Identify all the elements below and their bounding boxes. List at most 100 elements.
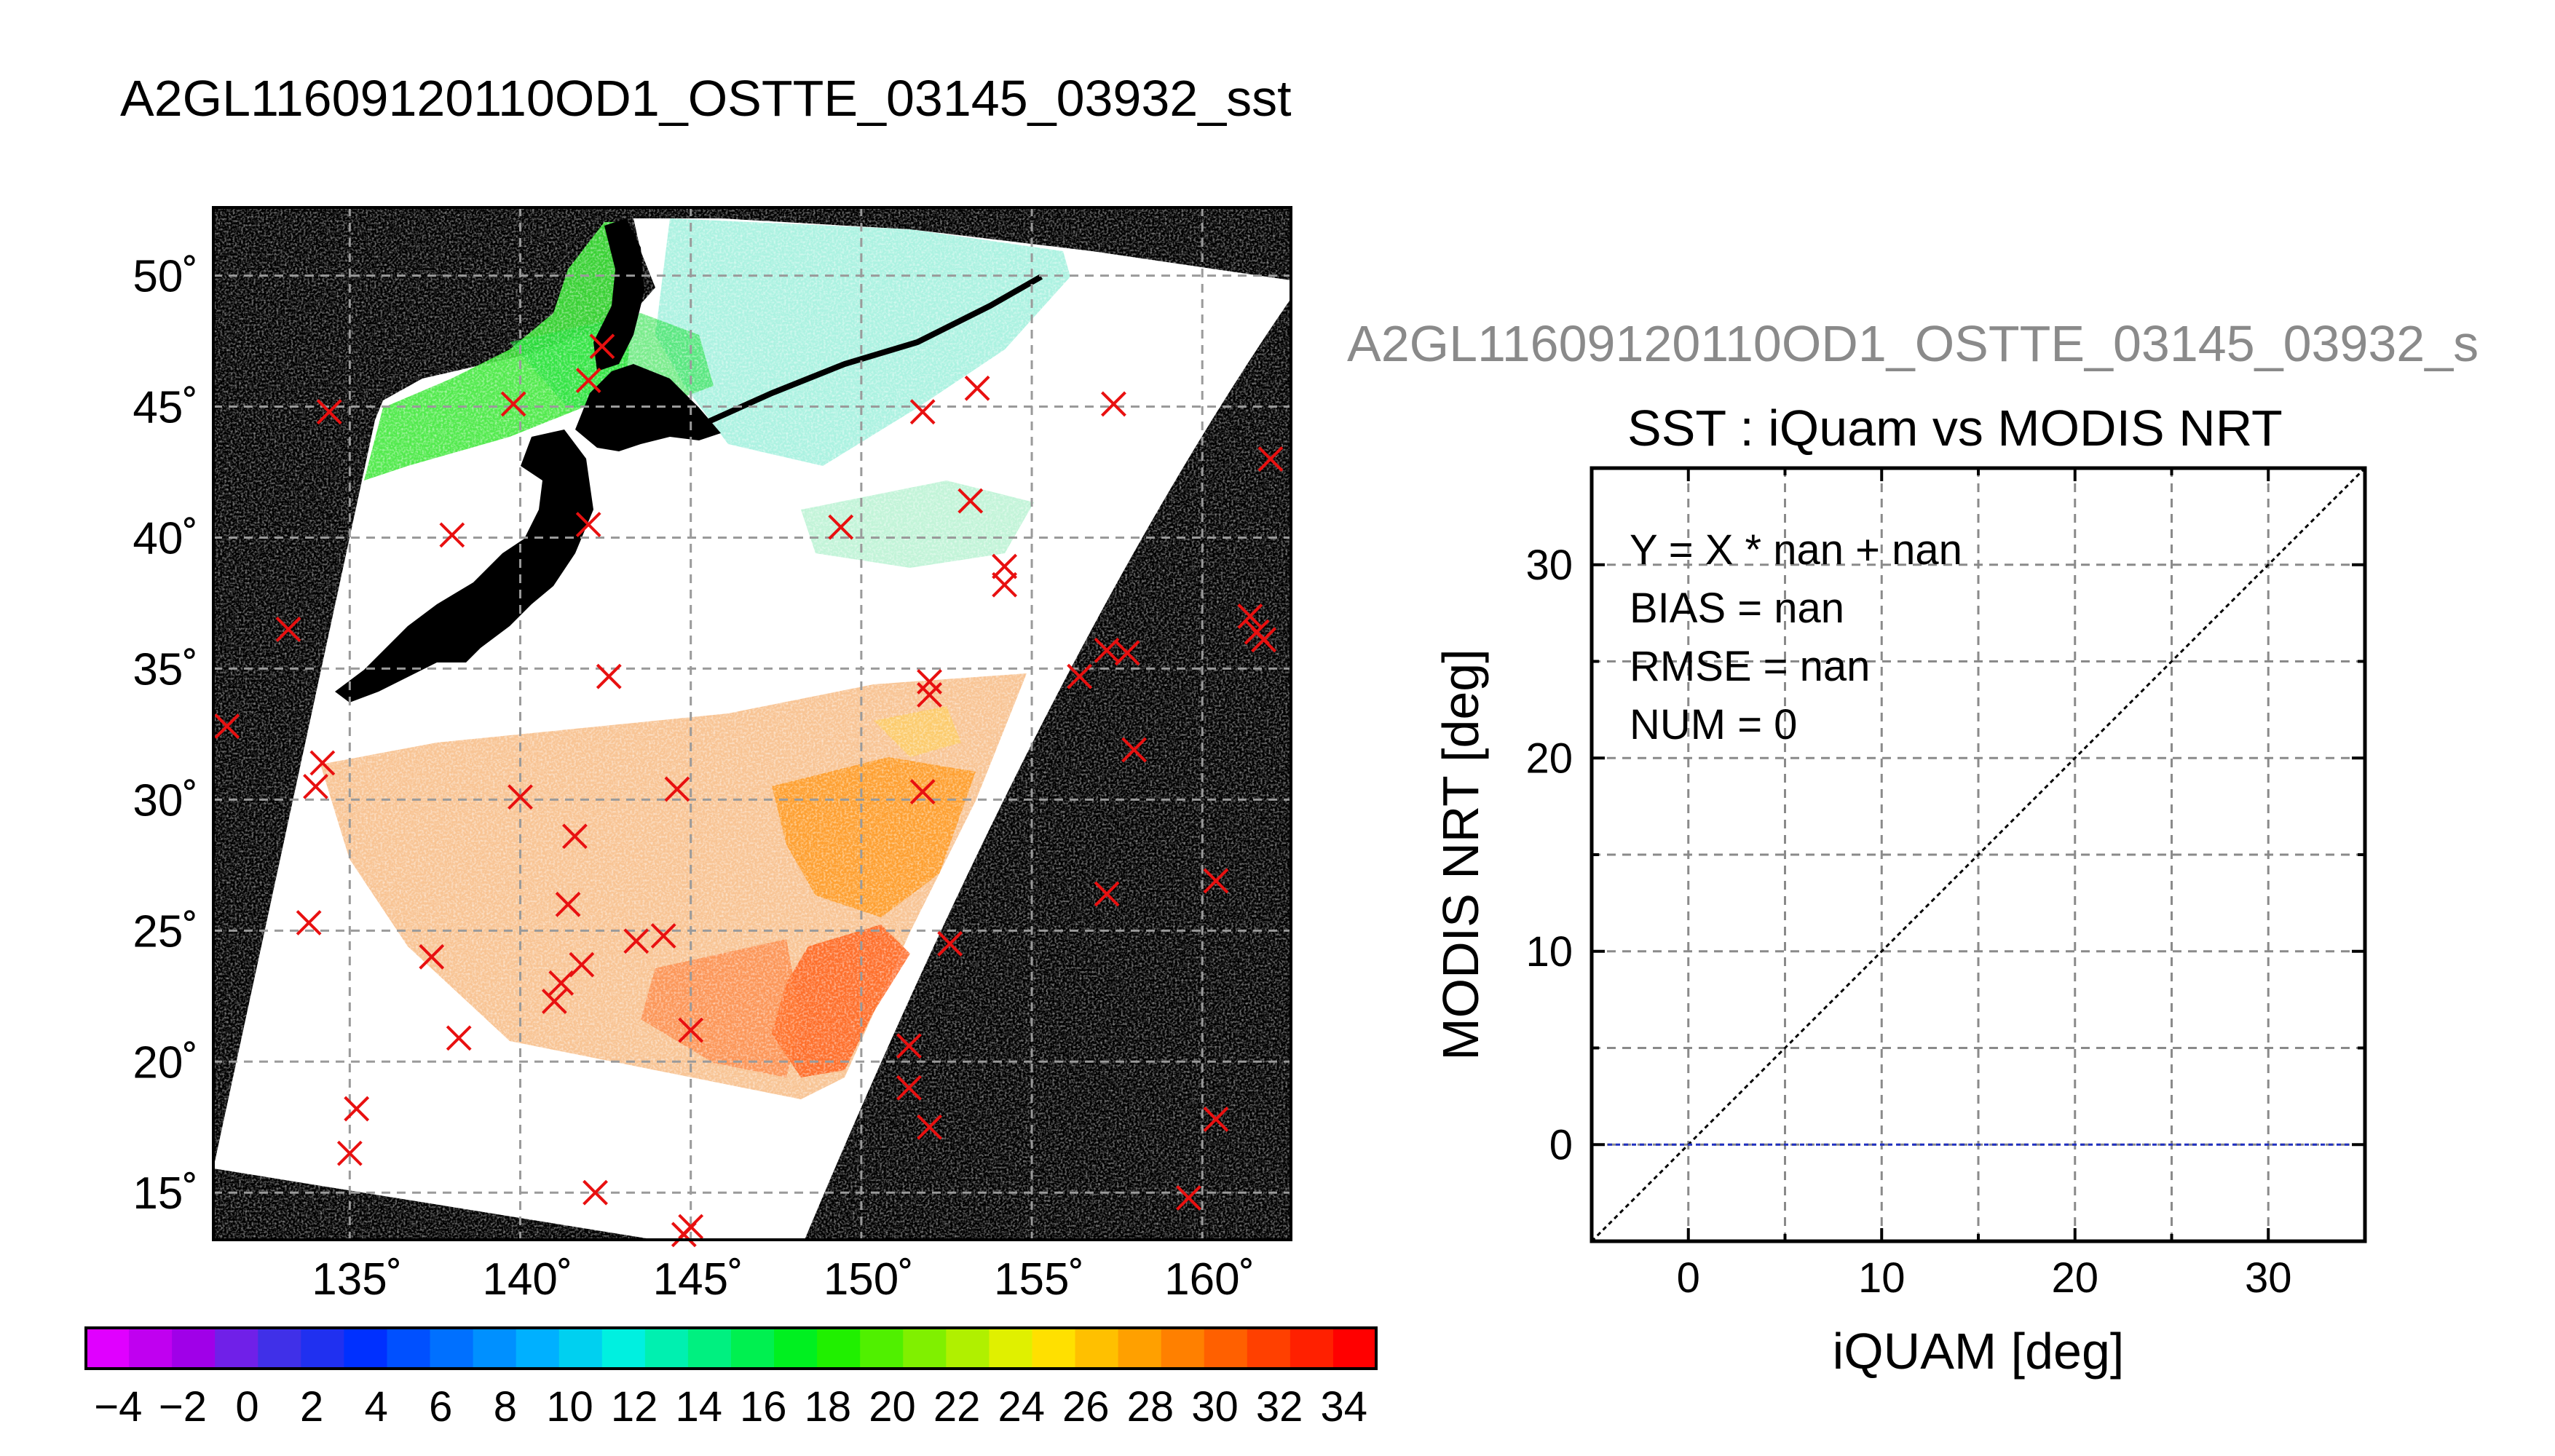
station-marker	[569, 951, 595, 978]
colorbar-segment	[387, 1328, 431, 1369]
colorbar-segment	[687, 1328, 732, 1369]
station-marker	[664, 776, 690, 802]
colorbar-tick-label: 8	[494, 1383, 517, 1431]
station-marker	[214, 713, 240, 740]
station-marker	[909, 399, 936, 425]
colorbar-segment	[1332, 1328, 1377, 1369]
lon-tick-label: 160˚	[1164, 1254, 1255, 1305]
stats-annotations: Y = X * nan + nan BIAS = nan RMSE = nan NUM…	[1630, 526, 1962, 748]
colorbar-segment	[1032, 1328, 1076, 1369]
station-marker	[1203, 1107, 1229, 1132]
station-marker	[555, 891, 581, 917]
colorbar-segment	[860, 1328, 904, 1369]
station-marker	[583, 1179, 608, 1206]
sst-speckle	[213, 207, 1291, 1240]
colorbar-tick-label: 0	[235, 1383, 258, 1431]
colorbar-tick-label: 18	[805, 1383, 852, 1431]
colorbar-segment	[344, 1328, 388, 1369]
x-tick-label: 10	[1858, 1254, 1906, 1302]
station-marker	[316, 399, 342, 425]
colorbar-tick-label: 30	[1191, 1383, 1239, 1431]
main-title: A2GL11609120110OD1_OSTTE_03145_03932_sst	[120, 70, 1292, 127]
chart-title: SST : iQuam vs MODIS NRT	[1627, 400, 2283, 456]
station-marker	[336, 1140, 363, 1166]
colorbar-segment	[1118, 1328, 1162, 1369]
colorbar-segment	[774, 1328, 818, 1369]
colorbar-segment	[601, 1328, 646, 1369]
colorbar-tick-label: 12	[611, 1383, 658, 1431]
colorbar-segment	[301, 1328, 344, 1369]
station-marker	[309, 750, 336, 776]
colorbar-tick-label: 6	[429, 1383, 452, 1431]
station-marker	[678, 1017, 704, 1043]
one-to-one-line	[1592, 468, 2365, 1241]
colorbar-segment	[903, 1328, 947, 1369]
colorbar-labels: −4 −2 0 2 4 6 8 10 12 14 16 18 20 22 24 26 28 30 32 34	[94, 1383, 1367, 1431]
y-tick-label: 30	[1525, 542, 1573, 589]
land-sakhalin	[593, 218, 644, 371]
lon-tick-label: 150˚	[824, 1254, 914, 1305]
station-marker	[275, 617, 301, 642]
station-marker	[419, 943, 445, 970]
stats-annotation: NUM = 0	[1630, 701, 1797, 748]
colorbar-segment	[1247, 1328, 1291, 1369]
station-marker	[1121, 737, 1147, 763]
land-japan	[335, 430, 593, 703]
colorbar-segment	[1161, 1328, 1205, 1369]
station-marker	[917, 669, 942, 695]
colorbar-tick-label: 20	[869, 1383, 916, 1431]
station-marker	[1251, 627, 1276, 653]
station-marker	[992, 571, 1017, 598]
stats-annotation: RMSE = nan	[1630, 643, 1870, 690]
colorbar-segment	[172, 1328, 216, 1369]
colorbar-tick-label: 24	[998, 1383, 1045, 1431]
station-marker	[548, 970, 574, 996]
scatter-file-title: A2GL11609120110OD1_OSTTE_03145_03932_s	[1347, 315, 2479, 372]
lon-tick-label: 155˚	[994, 1254, 1084, 1305]
lat-tick-label: 20˚	[133, 1037, 198, 1088]
colorbar-tick-label: 26	[1062, 1383, 1110, 1431]
x-tick-label: 20	[2051, 1254, 2098, 1302]
colorbar-segment	[215, 1328, 258, 1369]
colorbar-tick-label: −4	[94, 1383, 142, 1431]
station-marker	[1203, 868, 1229, 894]
colorbar-tick-label: 16	[740, 1383, 787, 1431]
colorbar-tick-label: −2	[159, 1383, 207, 1431]
station-marker	[296, 910, 322, 935]
colorbar-segment	[86, 1328, 130, 1369]
station-marker	[303, 773, 328, 799]
scatter-x-tick-labels: 0 10 20 30	[1677, 1254, 2292, 1302]
station-marker	[508, 784, 533, 810]
map-lat-labels: 50˚ 45˚ 40˚ 35˚ 30˚ 25˚ 20˚ 15˚	[133, 252, 198, 1219]
station-marker	[446, 1025, 472, 1051]
colorbar-segment	[129, 1328, 173, 1369]
station-marker	[828, 514, 854, 540]
lon-tick-label: 145˚	[653, 1254, 743, 1305]
colorbar-segment	[1204, 1328, 1248, 1369]
station-marker	[1094, 881, 1120, 907]
lat-tick-label: 40˚	[133, 513, 198, 563]
colorbar-segment	[516, 1328, 560, 1369]
lat-tick-label: 30˚	[133, 775, 198, 826]
scatter-y-tick-labels: 0 10 20 30	[1525, 542, 1573, 1169]
station-marker	[1067, 663, 1093, 689]
station-marker	[623, 928, 649, 954]
station-marker	[896, 1075, 922, 1101]
station-marker	[541, 989, 567, 1014]
station-marker	[937, 930, 963, 957]
station-marker	[500, 391, 526, 417]
colorbar-segment	[258, 1328, 301, 1369]
station-marker	[1237, 604, 1263, 629]
station-marker	[1114, 640, 1140, 666]
station-marker	[575, 512, 601, 537]
station-marker	[344, 1096, 370, 1122]
lon-tick-label: 140˚	[482, 1254, 572, 1305]
station-marker	[439, 522, 465, 548]
colorbar-tick-label: 22	[933, 1383, 981, 1431]
station-marker	[957, 488, 984, 514]
station-marker	[917, 1114, 942, 1140]
station-marker	[896, 1033, 922, 1059]
